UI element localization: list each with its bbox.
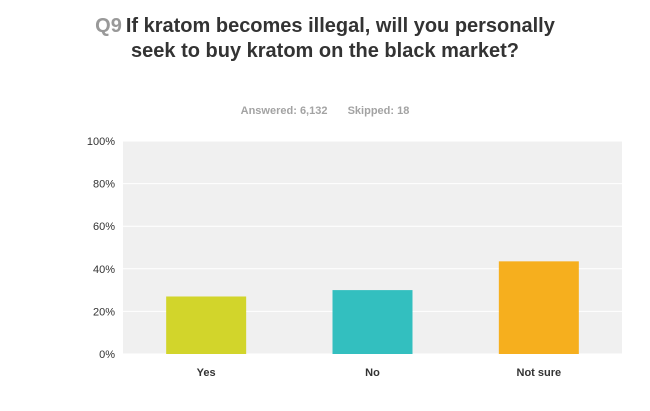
x-tick-label: Yes	[197, 367, 216, 379]
x-tick-label: Not sure	[517, 367, 562, 379]
question-title: Q9 If kratom becomes illegal, will you pe…	[80, 14, 570, 64]
skipped-count: 18	[397, 105, 410, 117]
question-text: If kratom becomes illegal, will you pers…	[125, 15, 555, 62]
skipped-label: Skipped:	[347, 105, 395, 117]
y-tick-label: 60%	[93, 221, 115, 233]
y-tick-label: 40%	[93, 264, 115, 276]
y-tick-label: 20%	[93, 306, 115, 318]
y-tick-label: 100%	[87, 136, 115, 148]
answered-count: 6,132	[299, 105, 328, 117]
y-tick-label: 80%	[93, 179, 115, 191]
x-tick-label: No	[365, 367, 380, 379]
question-number: Q9	[95, 15, 122, 37]
y-tick-label: 0%	[99, 349, 115, 361]
bar	[332, 290, 413, 354]
answered-label: Answered:	[240, 105, 297, 117]
response-stats: Answered: 6,132 Skipped: 18	[0, 105, 650, 117]
bar	[498, 261, 579, 354]
bar	[166, 296, 247, 354]
